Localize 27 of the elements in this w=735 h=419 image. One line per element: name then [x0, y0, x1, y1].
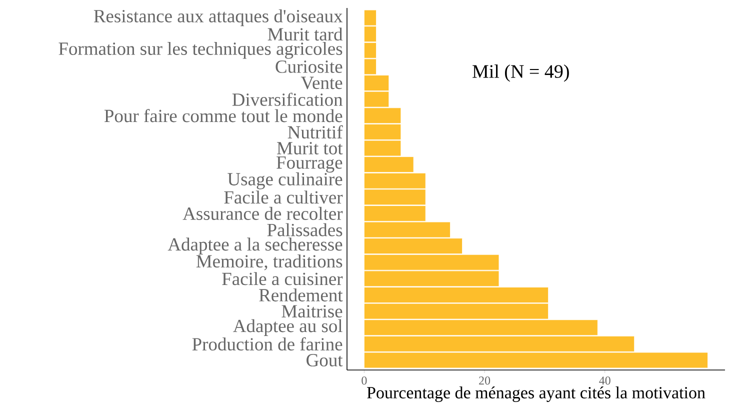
y-tick-label: Diversification — [232, 92, 343, 106]
y-tick-label: Maitrise — [282, 305, 342, 318]
y-tick-label: Fourrage — [276, 156, 342, 173]
y-tick-label: Palissades — [267, 223, 342, 236]
y-tick-label: Formation sur les techniques agricoles — [58, 42, 342, 59]
y-tick-label: Rendement — [259, 288, 343, 302]
y-tick-label: Facile a cuisiner — [222, 272, 343, 286]
y-tick-label: Adaptee au sol — [233, 319, 342, 336]
y-tick-label: Murit tot — [277, 142, 343, 154]
x-tick-label: 40 — [599, 376, 610, 385]
y-tick-label: Resistance aux attaques d'oiseaux — [94, 9, 343, 26]
x-tick-label: 20 — [479, 376, 490, 385]
x-axis-title: Pourcentage de ménages ayant cités la motivation — [367, 386, 706, 402]
y-tick-label: Assurance de recolter — [182, 206, 343, 220]
y-tick-label: Usage culinaire — [228, 172, 342, 190]
y-tick-label: Nutritif — [288, 125, 343, 139]
y-tick-label: Vente — [300, 76, 342, 90]
y-tick-label: Memoire, traditions — [196, 254, 342, 270]
y-tick-label: Facile a cultiver — [224, 190, 343, 204]
y-tick-label: Pour faire comme tout le monde — [104, 109, 342, 122]
y-tick-label: Adaptee a la secheresse — [168, 238, 342, 254]
x-tick-label: 0 — [362, 376, 367, 385]
y-tick-label: Gout — [306, 354, 343, 366]
y-tick-label: Murit tard — [268, 28, 343, 41]
y-tick-label: Curiosite — [276, 60, 342, 73]
annotation: Mil (N = 49) — [472, 64, 569, 82]
y-tick-label: Production de farine — [192, 337, 342, 351]
